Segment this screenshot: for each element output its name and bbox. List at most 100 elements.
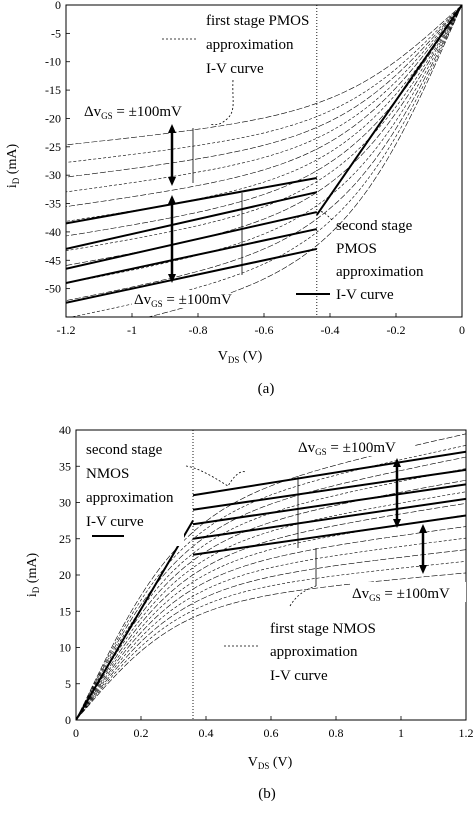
panel-a-first-stage-curve xyxy=(66,5,462,301)
panel-a-delta-lower: ΔvGS = ±100mV xyxy=(132,193,243,309)
panel-b-first-stage-line-1: first stage NMOS xyxy=(270,621,376,637)
panel-a-second-stage-line xyxy=(66,177,317,225)
panel-b-x-tick-label: 0.8 xyxy=(329,726,344,740)
panel-a-first-stage-curve xyxy=(66,5,462,178)
panel-b-second-stage-line-4: I-V curve xyxy=(86,514,144,530)
panel-a-first-stage-annotation: first stage PMOS approximation I-V curve xyxy=(162,13,309,126)
panel-b-first-stage-curve xyxy=(76,456,466,720)
panel-a-first-stage-curve xyxy=(66,5,462,163)
panel-b-first-stage-curve xyxy=(76,526,466,720)
panel-b-x-tick-label: 1.2 xyxy=(459,726,474,740)
panel-b-first-stage-curve xyxy=(76,503,466,720)
panel-a-second-stage-line-3: approximation xyxy=(336,264,424,280)
panel-b-first-stage-curve xyxy=(76,468,466,720)
panel-a-first-stage-curve xyxy=(66,5,462,146)
panel-b-first-stage-curve xyxy=(76,549,466,720)
panel-b-x-tick-label: 0.2 xyxy=(134,726,149,740)
panel-b-second-stage-backdrop xyxy=(84,438,184,546)
panel-a-y-tick-label: -35 xyxy=(45,197,61,211)
panel-a-y-axis-label: iD (mA) xyxy=(5,144,21,189)
panel-a-curves xyxy=(66,5,462,317)
panel-b-second-stage-line-2: NMOS xyxy=(86,466,129,482)
panel-b-first-stage-curve xyxy=(76,514,466,720)
panel-b-first-stage-line-3: I-V curve xyxy=(270,668,328,684)
panel-a-second-stage-annotation: second stage PMOS approximation I-V curv… xyxy=(296,211,424,303)
panel-b-delta-lower: ΔvGS = ±100mV xyxy=(315,524,466,603)
panel-a-delta-upper-backdrop xyxy=(82,102,170,120)
panel-a-y-tick-label: -40 xyxy=(45,225,61,239)
panel-b-delta-upper-label: ΔvGS = ±100mV xyxy=(298,440,396,457)
panel-b-x-tick-label: 0.6 xyxy=(264,726,279,740)
panel-b-first-stage-line-2: approximation xyxy=(270,644,358,660)
panel-b-y-tick-label: 35 xyxy=(59,459,71,473)
panel-a-second-stage-line xyxy=(66,228,318,284)
panel-b-triode-line xyxy=(76,520,194,720)
panel-b-y-tick-label: 40 xyxy=(59,423,71,437)
panel-a-y-tick-label: -25 xyxy=(45,140,61,154)
panel-a-x-tick-label: -1 xyxy=(127,323,137,337)
panel-a-delta-lower-arrowhead-bottom xyxy=(168,274,176,283)
panel-a-first-stage-line-3: I-V curve xyxy=(206,61,264,77)
panel-a-y-tick-label: -50 xyxy=(45,282,61,296)
panel-b-second-stage-pointer xyxy=(185,465,247,487)
panel-b-delta-upper: ΔvGS = ±100mV xyxy=(296,436,414,548)
panel-a-second-stage-pointer xyxy=(317,211,333,221)
panel-b-first-stage-curve xyxy=(76,572,466,720)
panel-b-second-stage-line-1: second stage xyxy=(86,442,163,458)
panel-b-x-axis-label: VDS (V) xyxy=(248,755,293,771)
panel-a: -1.2 -1 -0.8 -0.6 -0.4 -0.2 0 0 -5 -10 -15 -20 -25 -3… xyxy=(5,0,465,397)
panel-a-first-stage-curve xyxy=(146,5,462,317)
panel-b-x-tick-label: 0.4 xyxy=(199,726,214,740)
panel-b-y-tick-label: 10 xyxy=(59,641,71,655)
panel-b-second-stage-annotation: second stage NMOS approximation I-V curv… xyxy=(84,438,247,546)
panel-a-x-tick-label: -1.2 xyxy=(57,323,76,337)
panel-a-y-tick-label: -20 xyxy=(45,111,61,125)
panel-b-first-stage-annotation: first stage NMOS approximation I-V curve xyxy=(224,585,390,692)
panel-b-delta-upper-arrowhead-top xyxy=(393,458,401,467)
panel-a-first-stage-pointer xyxy=(209,79,234,126)
panel-b-first-stage-curve xyxy=(76,479,466,720)
panel-a-delta-lower-backdrop xyxy=(132,290,230,308)
panel-a-delta-upper-arrowhead-bottom xyxy=(168,177,176,186)
panel-b-y-axis-label: iD (mA) xyxy=(25,553,41,598)
panel-a-delta-upper: ΔvGS = ±100mV xyxy=(82,102,194,186)
panel-b-first-stage-curve xyxy=(76,491,466,720)
panel-a-x-tick-label: -0.4 xyxy=(321,323,340,337)
panel-a-y-tick-label: 0 xyxy=(55,0,61,12)
panel-b-second-stage-line xyxy=(192,483,466,526)
panel-a-y-tick-label: -15 xyxy=(45,83,61,97)
panel-a-y-tick-label: -10 xyxy=(45,55,61,69)
panel-b-curves xyxy=(76,430,466,720)
panel-a-first-stage-curve xyxy=(66,5,462,207)
panel-b-second-stage-line xyxy=(192,468,466,511)
panel-a-first-stage-curve xyxy=(66,5,462,193)
panel-a-caption: (a) xyxy=(258,381,275,397)
panel-b-second-stage-line xyxy=(192,514,466,556)
panel-b-first-stage-curve xyxy=(76,537,466,720)
panel-a-ticks: -1.2 -1 -0.8 -0.6 -0.4 -0.2 0 0 -5 -10 -15 -20 -25 -3… xyxy=(45,0,465,337)
panel-a-y-tick-label: -5 xyxy=(51,26,61,40)
panel-a-second-stage-line-1: second stage xyxy=(336,218,413,234)
panel-b-delta-lower-label: ΔvGS = ±100mV xyxy=(352,586,450,603)
panel-a-x-tick-label: -0.6 xyxy=(255,323,274,337)
panel-b-first-stage-backdrop xyxy=(262,616,390,692)
panel-b-delta-lower-backdrop xyxy=(350,582,466,602)
panel-a-triode-line xyxy=(315,5,462,216)
panel-a-second-stage-line xyxy=(66,211,318,270)
panel-b-ticks: 0 0.2 0.4 0.6 0.8 1 1.2 0 5 10 15 20 25 30 35 40 xyxy=(59,423,474,740)
panel-b-y-tick-label: 5 xyxy=(65,677,71,691)
panel-b-first-stage-curve xyxy=(76,445,466,720)
panel-b-second-stage-line xyxy=(192,497,466,540)
panel-a-first-stage-curve xyxy=(66,5,462,252)
panel-b-y-tick-label: 0 xyxy=(65,713,71,727)
panel-a-second-stage-line-4: I-V curve xyxy=(336,287,394,303)
panel-a-delta-upper-arrowhead-top xyxy=(168,124,176,133)
panel-a-first-stage-line-2: approximation xyxy=(206,37,294,53)
panel-b-delta-lower-arrowhead-bottom xyxy=(419,565,427,574)
panel-b-x-tick-label: 0 xyxy=(73,726,79,740)
panel-a-first-stage-line-1: first stage PMOS xyxy=(206,13,309,29)
panel-a-delta-lower-label: ΔvGS = ±100mV xyxy=(134,292,232,309)
panel-a-first-stage-curve xyxy=(66,5,462,284)
panel-b-delta-upper-backdrop xyxy=(296,436,414,456)
